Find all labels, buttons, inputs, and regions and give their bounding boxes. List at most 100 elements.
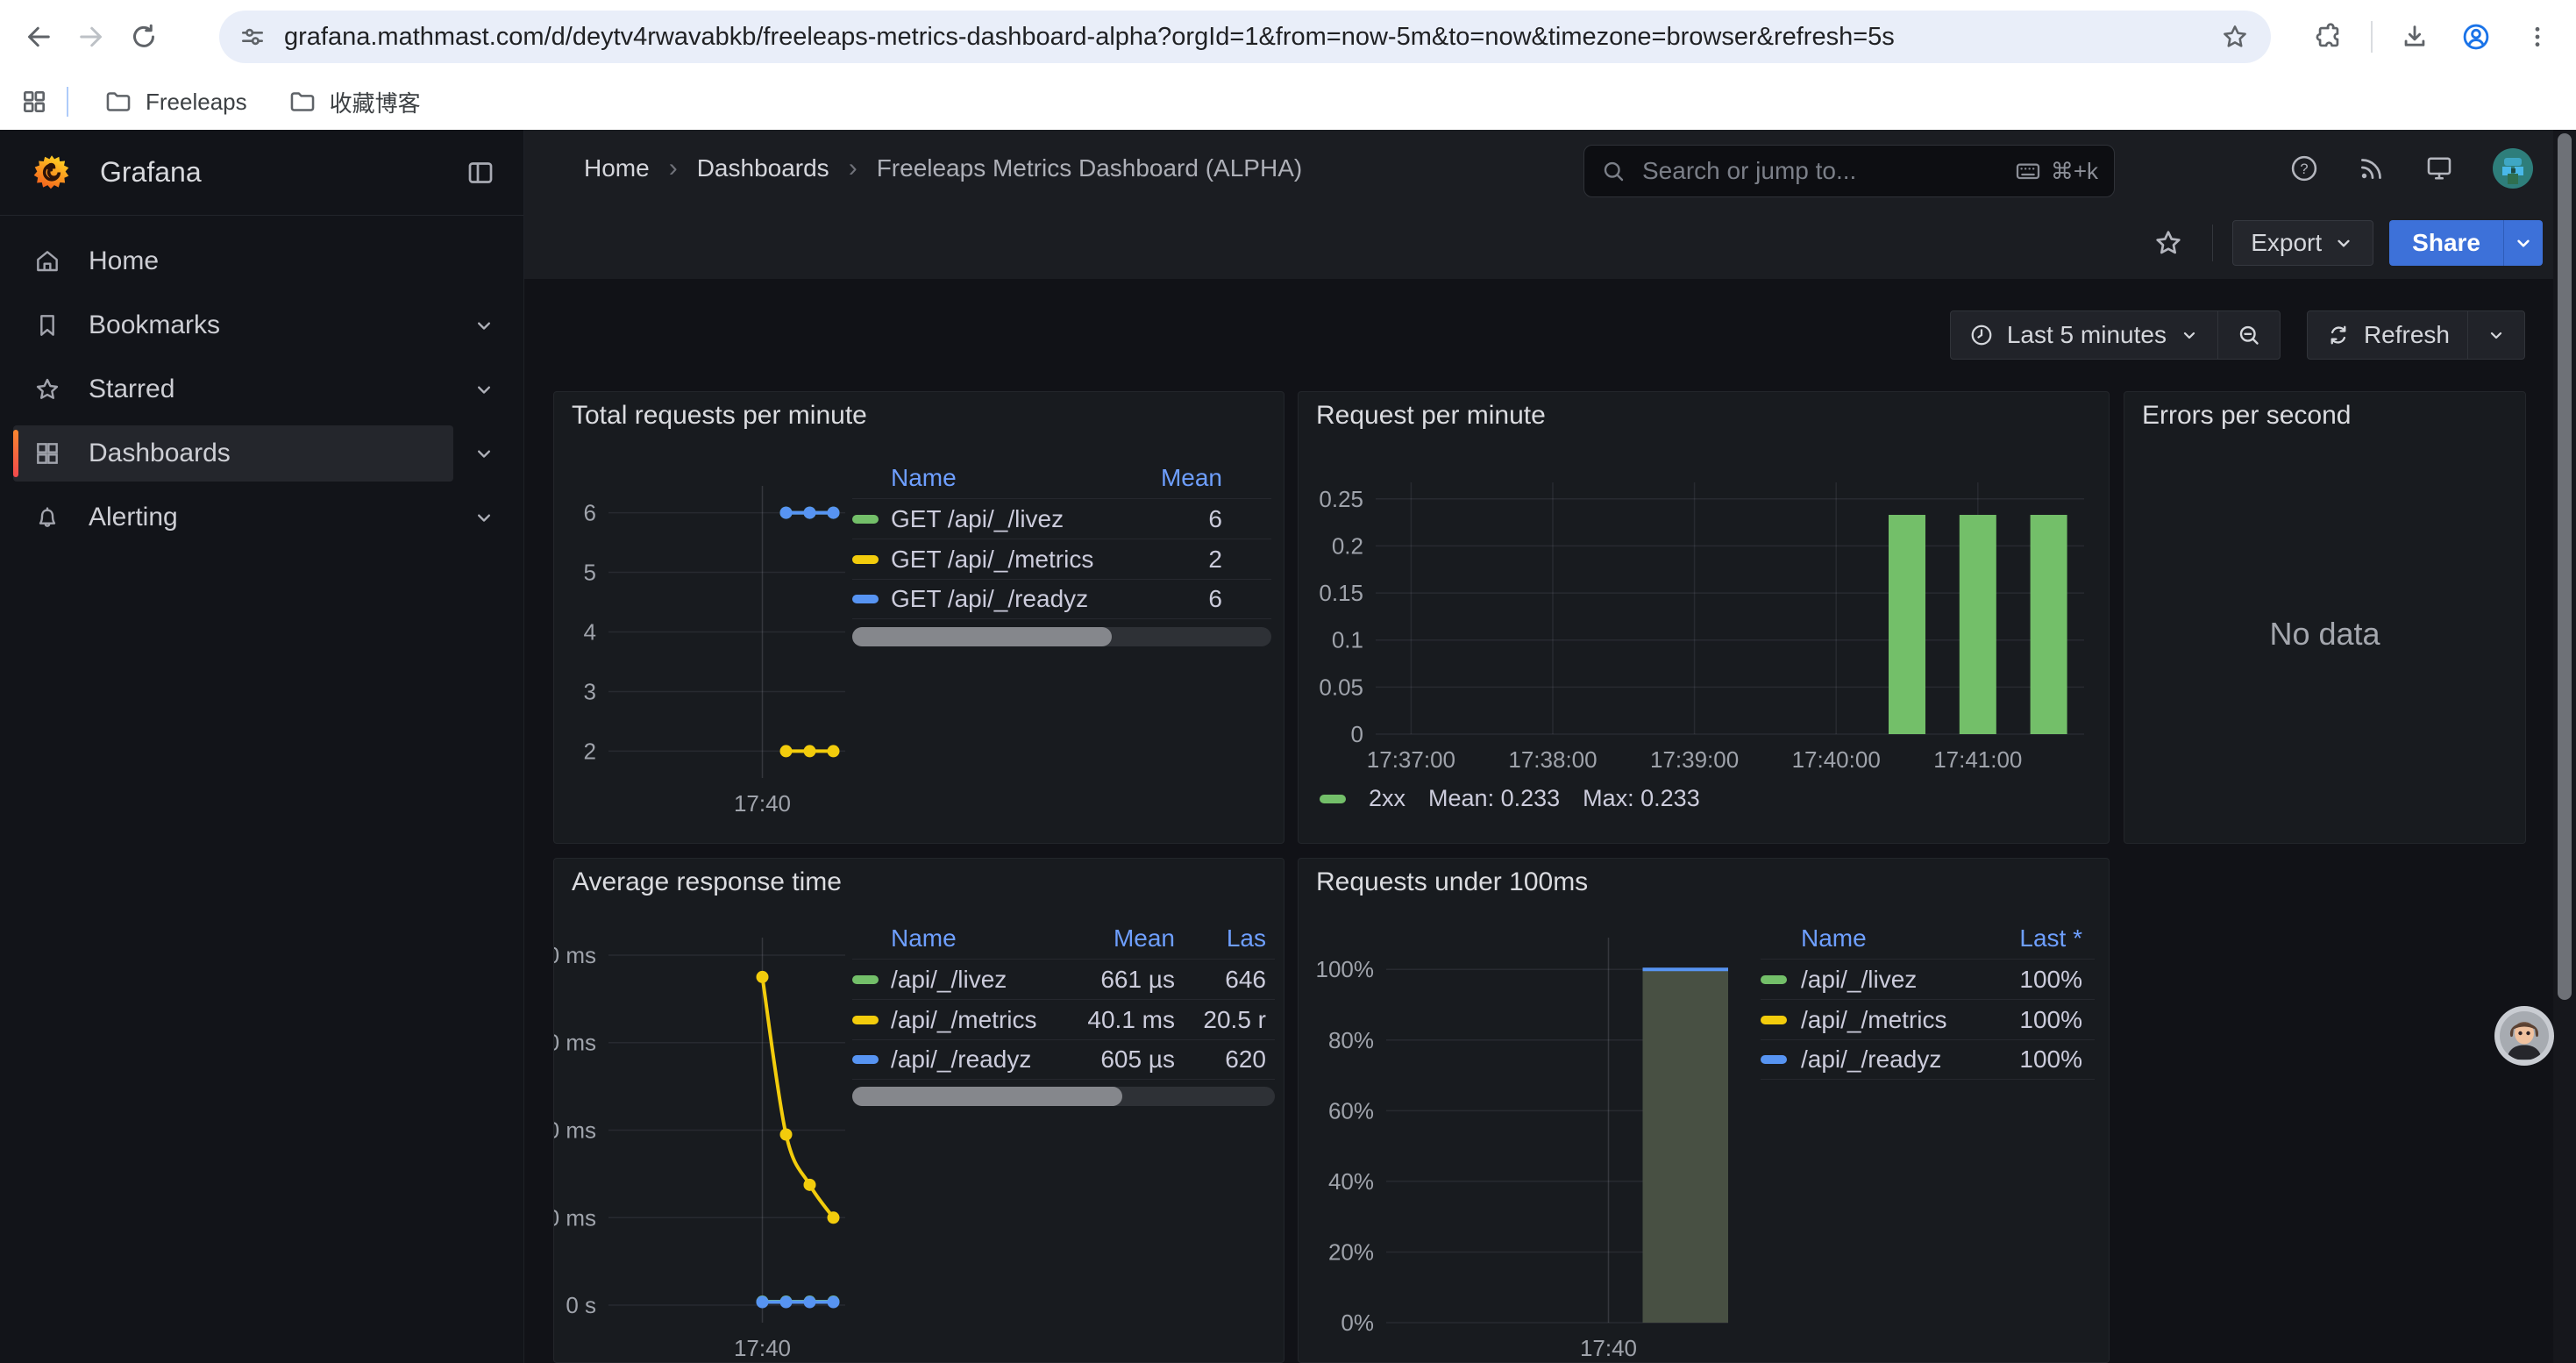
sidebar-item-bookmarks[interactable]: Bookmarks bbox=[13, 297, 453, 353]
legend-table-row[interactable]: /api/_/livez 661 µs 646 bbox=[852, 959, 1275, 999]
legend-table-row[interactable]: /api/_/readyz 100% bbox=[1761, 1039, 2095, 1080]
site-settings-icon[interactable] bbox=[238, 23, 267, 51]
sidebar-item-starred[interactable]: Starred bbox=[13, 361, 453, 417]
column-header[interactable]: Name bbox=[891, 924, 957, 952]
legend-table-row[interactable]: /api/_/livez 100% bbox=[1761, 959, 2095, 999]
bar-chart[interactable]: 0.25 0.2 0.15 0.1 0.05 0 17:37:00 17:38:00 17:39… bbox=[1299, 467, 2110, 778]
grafana-logo-icon[interactable] bbox=[30, 150, 74, 196]
download-icon[interactable] bbox=[2388, 11, 2441, 63]
sidebar-collapse-icon[interactable] bbox=[459, 151, 502, 195]
table-scrollbar-thumb[interactable] bbox=[852, 627, 1113, 646]
sidebar-item-label: Home bbox=[89, 246, 160, 275]
table-scrollbar-thumb[interactable] bbox=[852, 1087, 1123, 1106]
time-picker-group: Last 5 minutes bbox=[1949, 310, 2281, 360]
profile-icon[interactable] bbox=[2450, 11, 2502, 63]
panel-title[interactable]: Request per minute bbox=[1316, 401, 1546, 430]
url-bar[interactable] bbox=[219, 11, 2271, 63]
column-header[interactable]: Las bbox=[1226, 924, 1266, 952]
bookmark-folder[interactable]: Freeleaps bbox=[89, 79, 261, 125]
breadcrumb-item[interactable]: Home bbox=[584, 154, 650, 182]
time-series-chart[interactable]: 6 5 4 3 2 17:40 bbox=[554, 471, 857, 826]
expand-chevron-icon[interactable] bbox=[453, 361, 515, 417]
time-series-chart[interactable]: 80 ms 60 ms 40 ms 20 ms 0 s 17:40 bbox=[534, 924, 857, 1363]
column-header[interactable]: Name bbox=[1801, 924, 1867, 952]
series-value: 605 µs bbox=[1100, 1045, 1175, 1073]
panel-title[interactable]: Requests under 100ms bbox=[1316, 867, 1589, 896]
menu-kebab-icon[interactable] bbox=[2511, 11, 2564, 63]
refresh-button[interactable]: Refresh bbox=[2308, 311, 2467, 359]
page-scrollbar-thumb[interactable] bbox=[2558, 133, 2572, 1000]
legend-stat: Mean: 0.233 bbox=[1428, 785, 1561, 811]
url-input[interactable] bbox=[282, 21, 2220, 53]
expand-chevron-icon[interactable] bbox=[453, 489, 515, 546]
floating-assistant-avatar[interactable] bbox=[2494, 1005, 2555, 1067]
help-icon[interactable]: ? bbox=[2288, 153, 2320, 184]
bookmark-star-icon[interactable] bbox=[2220, 22, 2250, 52]
sidebar-item-alerting[interactable]: Alerting bbox=[13, 489, 453, 546]
column-header[interactable]: Mean bbox=[1113, 924, 1175, 952]
svg-text:17:40: 17:40 bbox=[734, 1335, 791, 1361]
news-rss-icon[interactable] bbox=[2357, 153, 2387, 183]
share-menu-chevron[interactable] bbox=[2503, 220, 2543, 266]
panel-title[interactable]: Average response time bbox=[572, 867, 842, 896]
svg-text:2: 2 bbox=[584, 738, 596, 764]
panel-title[interactable]: Total requests per minute bbox=[572, 401, 867, 430]
sidebar-item-dashboards[interactable]: Dashboards bbox=[13, 425, 453, 482]
breadcrumb-item[interactable]: Dashboards bbox=[696, 154, 829, 182]
search-input[interactable] bbox=[1640, 156, 2014, 186]
series-value: 6 bbox=[1208, 585, 1222, 612]
series-value: 100% bbox=[2019, 965, 2082, 993]
time-range-picker[interactable]: Last 5 minutes bbox=[1951, 311, 2217, 359]
folder-icon bbox=[288, 87, 317, 117]
svg-text:?: ? bbox=[2300, 161, 2308, 177]
legend-table-header: Name Mean bbox=[852, 458, 1271, 498]
series-color-swatch bbox=[852, 514, 879, 524]
series-color-swatch bbox=[852, 1055, 879, 1064]
series-value: 2 bbox=[1208, 545, 1222, 573]
legend-table-row[interactable]: /api/_/metrics 40.1 ms 20.5 r bbox=[852, 999, 1275, 1039]
search-box[interactable]: ⌘+k bbox=[1583, 145, 2115, 197]
user-avatar[interactable] bbox=[2492, 147, 2534, 189]
svg-text:4: 4 bbox=[584, 619, 596, 646]
export-button[interactable]: Export bbox=[2232, 220, 2374, 266]
back-icon[interactable] bbox=[12, 11, 65, 63]
keyboard-icon bbox=[2014, 157, 2042, 185]
legend-table-row[interactable]: GET /api/_/livez 6 bbox=[852, 498, 1271, 539]
series-color-swatch bbox=[1761, 1055, 1787, 1064]
refresh-interval-chevron[interactable] bbox=[2467, 311, 2524, 359]
series-color-swatch bbox=[1761, 1015, 1787, 1024]
series-name[interactable]: 2xx bbox=[1369, 785, 1406, 811]
apps-grid-icon[interactable] bbox=[11, 78, 58, 125]
legend-table-row[interactable]: /api/_/readyz 605 µs 620 bbox=[852, 1039, 1275, 1080]
nav-row: Home bbox=[13, 233, 515, 289]
legend-table-row[interactable]: /api/_/metrics 100% bbox=[1761, 999, 2095, 1039]
share-button[interactable]: Share bbox=[2389, 220, 2503, 266]
legend-table-row[interactable]: GET /api/_/readyz 6 bbox=[852, 579, 1271, 619]
chart-legend[interactable]: 2xx Mean: 0.233 Max: 0.233 bbox=[1320, 785, 1700, 812]
column-header[interactable]: Mean bbox=[1160, 464, 1222, 491]
area-chart[interactable]: 100% 80% 60% 40% 20% 0% 17:40 bbox=[1299, 924, 1754, 1363]
svg-text:5: 5 bbox=[584, 560, 596, 586]
series-name: /api/_/readyz bbox=[1801, 1045, 1942, 1073]
chevron-down-icon bbox=[2179, 325, 2200, 346]
column-header[interactable]: Name bbox=[891, 464, 957, 491]
zoom-out-button[interactable] bbox=[2217, 311, 2280, 359]
legend-table-row[interactable]: GET /api/_/metrics 2 bbox=[852, 539, 1271, 579]
table-scrollbar[interactable] bbox=[852, 627, 1271, 646]
panel-title[interactable]: Errors per second bbox=[2142, 401, 2352, 430]
sidebar-item-home[interactable]: Home bbox=[13, 233, 515, 289]
bookmark-folder[interactable]: 收藏博客 bbox=[274, 79, 435, 125]
svg-text:17:40: 17:40 bbox=[1580, 1335, 1637, 1361]
forward-icon[interactable] bbox=[65, 11, 117, 63]
expand-chevron-icon[interactable] bbox=[453, 425, 515, 482]
extensions-icon[interactable] bbox=[2302, 11, 2355, 63]
favorite-star-icon[interactable] bbox=[2144, 218, 2193, 268]
expand-chevron-icon[interactable] bbox=[453, 297, 515, 353]
reload-icon[interactable] bbox=[117, 11, 170, 63]
svg-text:17:40: 17:40 bbox=[734, 790, 791, 817]
series-color-swatch bbox=[852, 974, 879, 984]
series-value: 661 µs bbox=[1100, 965, 1175, 993]
column-header[interactable]: Last * bbox=[2019, 924, 2082, 952]
display-icon[interactable] bbox=[2423, 153, 2455, 184]
table-scrollbar[interactable] bbox=[852, 1087, 1275, 1106]
